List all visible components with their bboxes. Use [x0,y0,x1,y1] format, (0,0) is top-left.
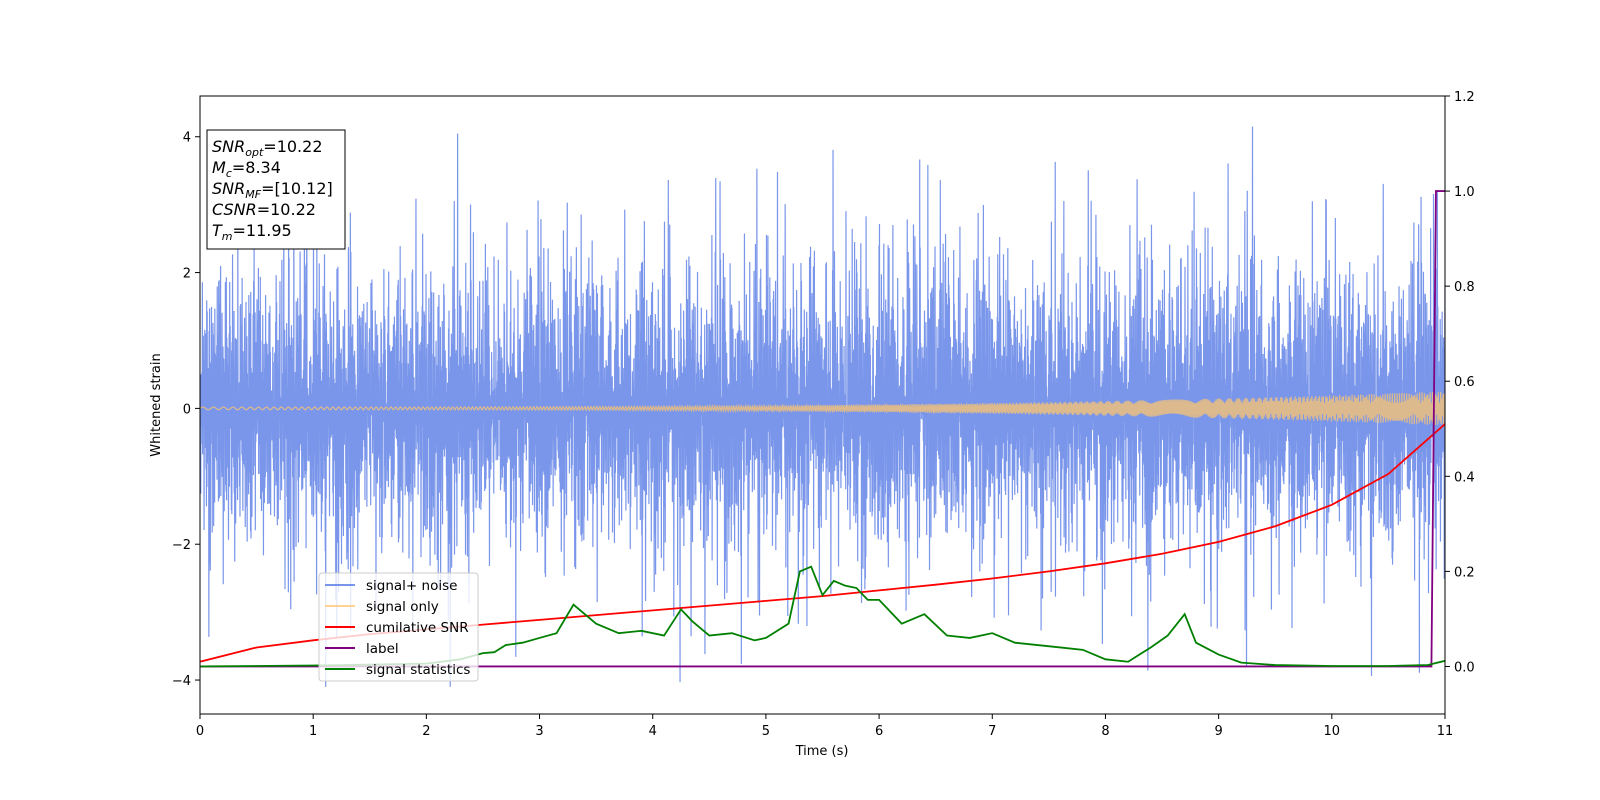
plot-frame [199,95,1446,715]
info-box: SNRopt=10.22Mc=8.34SNRMF=[10.12]CSNR=10.… [206,129,346,250]
legend-label-cumilative-snr: cumilative SNR [366,620,469,636]
x-tick-label: 5 [762,724,770,739]
info-line: SNRMF=[10.12] [212,179,333,201]
y2-tick-label: 1.0 [1454,185,1475,200]
y2-tick-label: 0.0 [1454,660,1475,675]
legend-frame [318,572,479,682]
y-tick-label: −2 [172,538,191,553]
legend-label-label: label [366,641,399,657]
y2-tick-label: 0.2 [1454,565,1475,580]
info-line: CSNR=10.22 [212,200,316,219]
x-tick-label: 6 [875,724,883,739]
x-tick-label: 9 [1214,724,1222,739]
x-tick-label: 2 [422,724,430,739]
x-tick-label: 8 [1101,724,1109,739]
y2-tick-label: 0.8 [1454,280,1475,295]
info-line: SNRopt=10.22 [212,137,323,159]
y-tick-label: 4 [183,131,191,146]
y-axis-label: Whitened strain [149,353,164,456]
x-tick-label: 4 [649,724,657,739]
legend: signal+ noise signal only cumilative SNR la… [318,572,479,682]
info-line: Tm=11.95 [212,221,292,243]
legend-label-signal-statistics: signal statistics [366,662,470,678]
x-tick-label: 1 [309,724,317,739]
series-label-line [200,190,1445,668]
x-tick-label: 11 [1437,724,1454,739]
x-tick-label: 10 [1324,724,1341,739]
x-axis-label: Time (s) [795,744,849,759]
series-signal-statistics-line [200,565,1445,668]
y2-tick-label: 0.4 [1454,470,1475,485]
x-tick-label: 0 [196,724,204,739]
legend-label-signal-only: signal only [366,599,439,615]
y-tick-label: −4 [172,674,191,689]
series-signal-only-line [200,391,1445,426]
ticks-layer: 0 1 2 3 4 5 6 7 8 9 10 11 −4 −2 0 2 4 0.0 0.2 0.4 0.6 0.8 1.0 1… [172,90,1475,739]
x-tick-label: 7 [988,724,996,739]
y2-tick-label: 0.6 [1454,375,1475,390]
legend-label-signal-noise: signal+ noise [366,578,457,594]
y-tick-label: 2 [183,267,191,282]
y2-tick-label: 1.2 [1454,90,1475,105]
x-tick-label: 3 [535,724,543,739]
y-tick-label: 0 [183,402,191,417]
info-line: Mc=8.34 [212,158,281,180]
info-box-frame [206,129,346,250]
